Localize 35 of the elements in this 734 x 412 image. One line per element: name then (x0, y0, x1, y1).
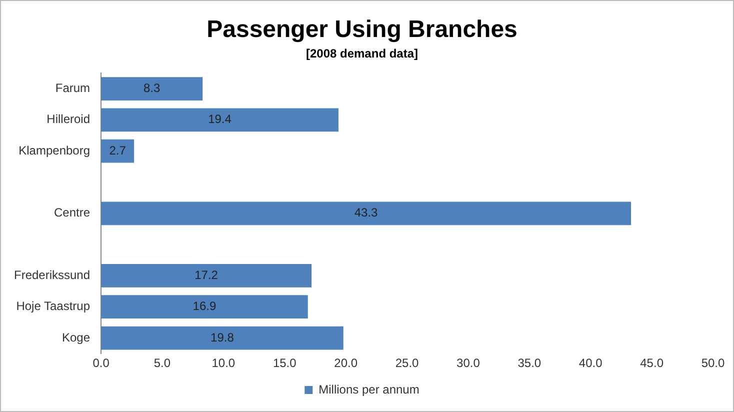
y-tick-label: Frederikssund (14, 268, 90, 282)
data-label: 8.3 (143, 81, 160, 96)
data-label: 19.4 (208, 112, 232, 126)
bar (101, 295, 308, 319)
bar (101, 202, 631, 226)
x-tick-label: 20.0 (334, 356, 358, 370)
x-tick-label: 35.0 (518, 356, 542, 370)
y-tick-label: Koge (62, 330, 90, 344)
x-tick-label: 5.0 (154, 356, 171, 370)
chart-subtitle: [2008 demand data] (306, 46, 418, 60)
x-tick-label: 40.0 (578, 356, 603, 370)
bar (101, 264, 312, 288)
legend-label: Millions per annum (318, 382, 420, 396)
y-tick-label: Farum (55, 81, 90, 96)
bar (101, 108, 338, 132)
data-label: 16.9 (192, 299, 216, 314)
x-tick-label: 10.0 (212, 356, 236, 370)
y-tick-label: Klampenborg (18, 143, 90, 158)
x-tick-label: 15.0 (272, 356, 297, 370)
x-tick-label: 30.0 (456, 356, 480, 370)
y-tick-label: Centre (54, 206, 90, 220)
bar (101, 326, 344, 350)
x-tick-label: 50.0 (701, 356, 725, 370)
data-label: 17.2 (194, 268, 218, 282)
bar (101, 77, 203, 100)
y-tick-label: Hilleroid (46, 112, 90, 126)
data-label: 43.3 (354, 206, 378, 220)
chart-title: Passenger Using Branches (206, 16, 518, 44)
data-label: 19.8 (210, 330, 234, 344)
x-tick-label: 45.0 (640, 356, 664, 370)
y-tick-label: Hoje Taastrup (16, 299, 90, 314)
x-tick-label: 25.0 (395, 356, 420, 370)
bar (101, 139, 134, 163)
data-label: 2.7 (109, 143, 126, 158)
x-tick-label: 0.0 (92, 356, 110, 370)
